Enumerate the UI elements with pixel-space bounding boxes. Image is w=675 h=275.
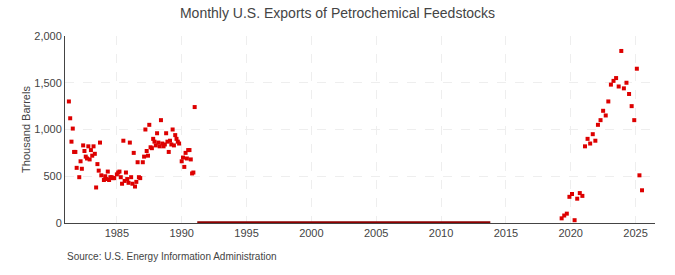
svg-text:2010: 2010 xyxy=(429,227,453,239)
svg-text:Monthly U.S. Exports of Petroc: Monthly U.S. Exports of Petrochemical Fe… xyxy=(180,5,495,21)
svg-text:2025: 2025 xyxy=(623,227,647,239)
svg-text:2005: 2005 xyxy=(364,227,388,239)
svg-text:2000: 2000 xyxy=(299,227,323,239)
svg-text:Thousand Barrels: Thousand Barrels xyxy=(20,86,32,173)
svg-text:1,000: 1,000 xyxy=(34,123,62,135)
svg-text:Source: U.S. Energy Informatio: Source: U.S. Energy Information Administ… xyxy=(67,251,277,262)
svg-text:1990: 1990 xyxy=(169,227,193,239)
svg-text:2020: 2020 xyxy=(558,227,582,239)
svg-text:500: 500 xyxy=(43,170,61,182)
svg-text:1,500: 1,500 xyxy=(34,77,62,89)
svg-text:2,000: 2,000 xyxy=(34,30,62,42)
svg-text:0: 0 xyxy=(56,217,62,229)
svg-text:2015: 2015 xyxy=(494,227,518,239)
svg-text:1995: 1995 xyxy=(234,227,258,239)
svg-text:1985: 1985 xyxy=(105,227,129,239)
